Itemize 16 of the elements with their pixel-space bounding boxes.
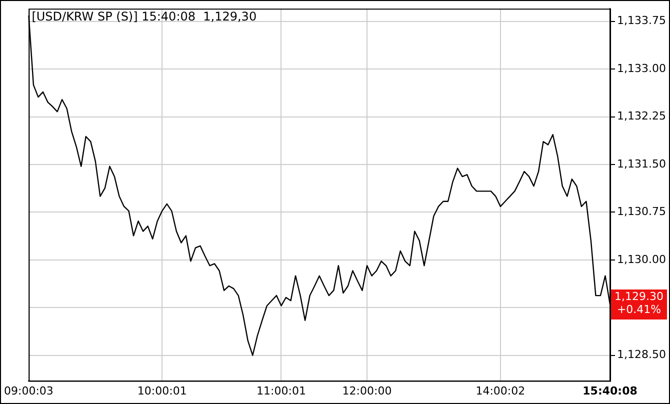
x-tick-label: 15:40:08: [582, 384, 638, 398]
y-tick-label: 1,132.25: [617, 110, 666, 123]
x-tick-label: 10:00:01: [137, 384, 187, 398]
chart-title: [USD/KRW SP (S)] 15:40:08 1,129,30: [32, 10, 257, 24]
y-tick-label: 1,130.75: [617, 205, 666, 218]
x-tick-label: 09:00:03: [4, 384, 54, 398]
y-tick-label: 1,133.75: [617, 14, 666, 28]
text: 1,129.30: [614, 290, 664, 303]
y-tick-label: 1,128.50: [617, 348, 666, 362]
y-tick-label: 1,133.00: [617, 62, 666, 75]
y-tick-label: 1,131.50: [617, 157, 666, 170]
text: +0.41%: [616, 302, 662, 316]
x-tick-label: 14:00:02: [476, 384, 526, 398]
x-tick-label: 12:00:00: [342, 384, 392, 398]
x-tick-label: 11:00:01: [256, 384, 306, 398]
y-tick-label: 1,130.00: [617, 252, 666, 266]
